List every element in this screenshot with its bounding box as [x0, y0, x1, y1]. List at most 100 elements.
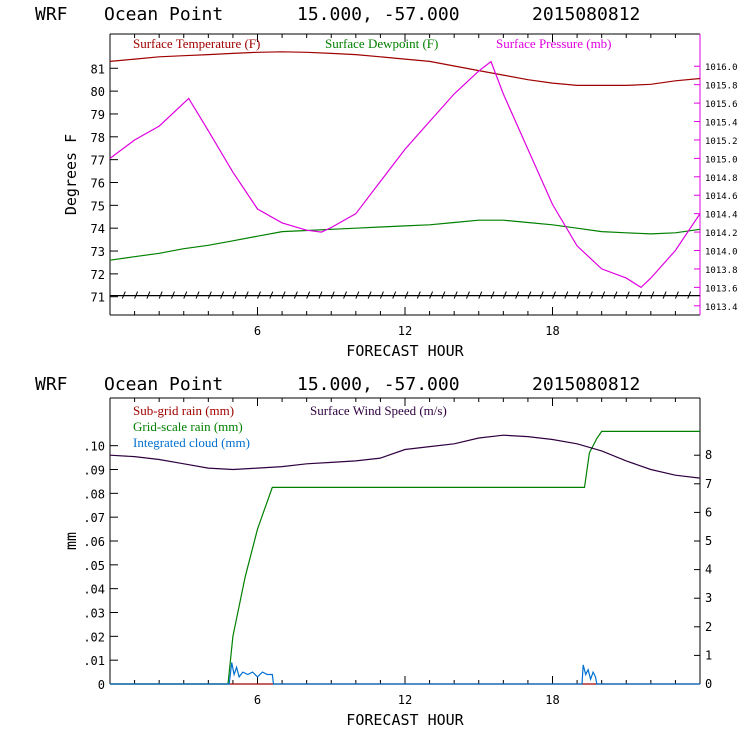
y2-tick-label: 4: [705, 563, 712, 577]
wind-barb: [367, 291, 372, 299]
wind-barb: [207, 291, 212, 299]
wind-barb: [404, 291, 409, 299]
x-axis-label: FORECAST HOUR: [346, 711, 464, 729]
wind-barb: [638, 291, 643, 299]
y2-tick-label: 7: [705, 477, 712, 491]
wind-barb: [613, 291, 618, 299]
y2-tick-label: 1013.8: [705, 266, 738, 276]
legend-entry: Integrated cloud (mm): [133, 435, 250, 450]
series-line-surface-pressure-mb: [109, 60, 701, 289]
chart-title-coords: 15.000, -57.000: [297, 4, 460, 25]
legend-entry: Grid-scale rain (mm): [133, 419, 243, 434]
chart-title-model: WRF: [35, 374, 68, 395]
series-line-surface-temperature-f: [109, 51, 701, 86]
chart-title-location: Ocean Point: [104, 374, 223, 395]
wind-barb: [134, 291, 139, 299]
wind-barb: [195, 291, 200, 299]
wind-barb: [687, 291, 692, 299]
wind-barb: [170, 291, 175, 299]
y-tick-label: 74: [91, 222, 105, 236]
wind-barb: [293, 291, 298, 299]
wind-barb: [650, 291, 655, 299]
wind-barb: [453, 291, 458, 299]
y2-tick-label: 1013.4: [705, 303, 738, 313]
wind-barb: [392, 291, 397, 299]
wind-barb: [502, 291, 507, 299]
wind-barb: [281, 291, 286, 299]
legend-entry: Surface Temperature (F): [133, 36, 260, 51]
wind-barb: [343, 291, 348, 299]
y-tick-label: 81: [91, 62, 105, 76]
y-tick-label: .04: [83, 583, 105, 597]
y-tick-label: .03: [83, 607, 105, 621]
wind-barb: [465, 291, 470, 299]
y2-tick-label: 1015.4: [705, 119, 738, 129]
y2-tick-label: 1014.6: [705, 192, 738, 202]
chart-panel-1: WRF Ocean Point 15.000, -57.000 2015080812 6…: [35, 4, 738, 360]
y2-tick-label: 2: [705, 620, 712, 634]
y-tick-label: 75: [91, 199, 105, 213]
wind-barb: [601, 291, 606, 299]
wind-barb: [429, 291, 434, 299]
wind-barb: [244, 291, 249, 299]
x-tick-label: 6: [254, 324, 261, 338]
x-tick-label: 6: [254, 693, 261, 707]
wind-barb: [674, 291, 679, 299]
wind-barb: [625, 291, 630, 299]
y-tick-label: .07: [83, 511, 105, 525]
legend-entry: Surface Dewpoint (F): [325, 36, 438, 51]
wind-barb: [662, 291, 667, 299]
y-tick-label: 0: [98, 678, 105, 692]
y2-tick-label: 1015.0: [705, 155, 738, 165]
y-tick-label: 73: [91, 245, 105, 259]
y-tick-label: .06: [83, 535, 105, 549]
y-tick-label: .02: [83, 630, 105, 644]
chart-title-model: WRF: [35, 4, 68, 25]
y-tick-label: 71: [91, 291, 105, 305]
y2-tick-label: 1014.0: [705, 248, 738, 258]
chart-title-location: Ocean Point: [104, 4, 223, 25]
wind-barb: [306, 291, 311, 299]
wind-barb: [490, 291, 495, 299]
wind-barb: [588, 291, 593, 299]
x-tick-label: 12: [398, 324, 412, 338]
wind-barb: [318, 291, 323, 299]
legend-entry: Sub-grid rain (mm): [133, 403, 234, 418]
wind-barb: [269, 291, 274, 299]
wind-barb: [158, 291, 163, 299]
wind-barb: [257, 291, 261, 299]
y2-tick-label: 1014.8: [705, 174, 738, 184]
y-tick-label: 78: [91, 131, 105, 145]
wind-barb: [379, 291, 384, 299]
series-line-surface-wind-speed-m-s: [109, 434, 701, 479]
y-tick-label: .01: [83, 654, 105, 668]
wind-barb: [527, 291, 532, 299]
chart-title-date: 2015080812: [532, 4, 640, 25]
y2-tick-label: 0: [705, 677, 712, 691]
y-tick-label: 76: [91, 176, 105, 190]
wind-barb: [121, 291, 126, 299]
y-tick-label: .08: [83, 487, 105, 501]
y2-tick-label: 6: [705, 505, 712, 519]
y2-tick-label: 1014.4: [705, 211, 738, 221]
x-tick-label: 18: [545, 324, 559, 338]
legend-entry: Surface Pressure (mb): [496, 36, 612, 51]
y-axis-label: Degrees F: [62, 134, 80, 215]
y2-tick-label: 1: [705, 648, 712, 662]
series-line-surface-dewpoint-f: [109, 219, 701, 261]
series-line-grid-scale-rain-mm: [110, 430, 700, 685]
legend-entry: Surface Wind Speed (m/s): [310, 403, 447, 418]
y2-tick-label: 1015.8: [705, 82, 738, 92]
chart-title-coords: 15.000, -57.000: [297, 374, 460, 395]
wind-barb: [552, 291, 556, 299]
y-tick-label: .05: [83, 559, 105, 573]
wind-barb: [146, 291, 151, 299]
y-axis-label: mm: [62, 532, 80, 550]
wind-barb: [330, 291, 335, 299]
wind-barb: [576, 291, 581, 299]
wind-barb: [220, 291, 225, 299]
wind-barb: [355, 291, 360, 299]
wind-barb: [232, 291, 237, 299]
y2-tick-label: 1013.6: [705, 284, 738, 294]
